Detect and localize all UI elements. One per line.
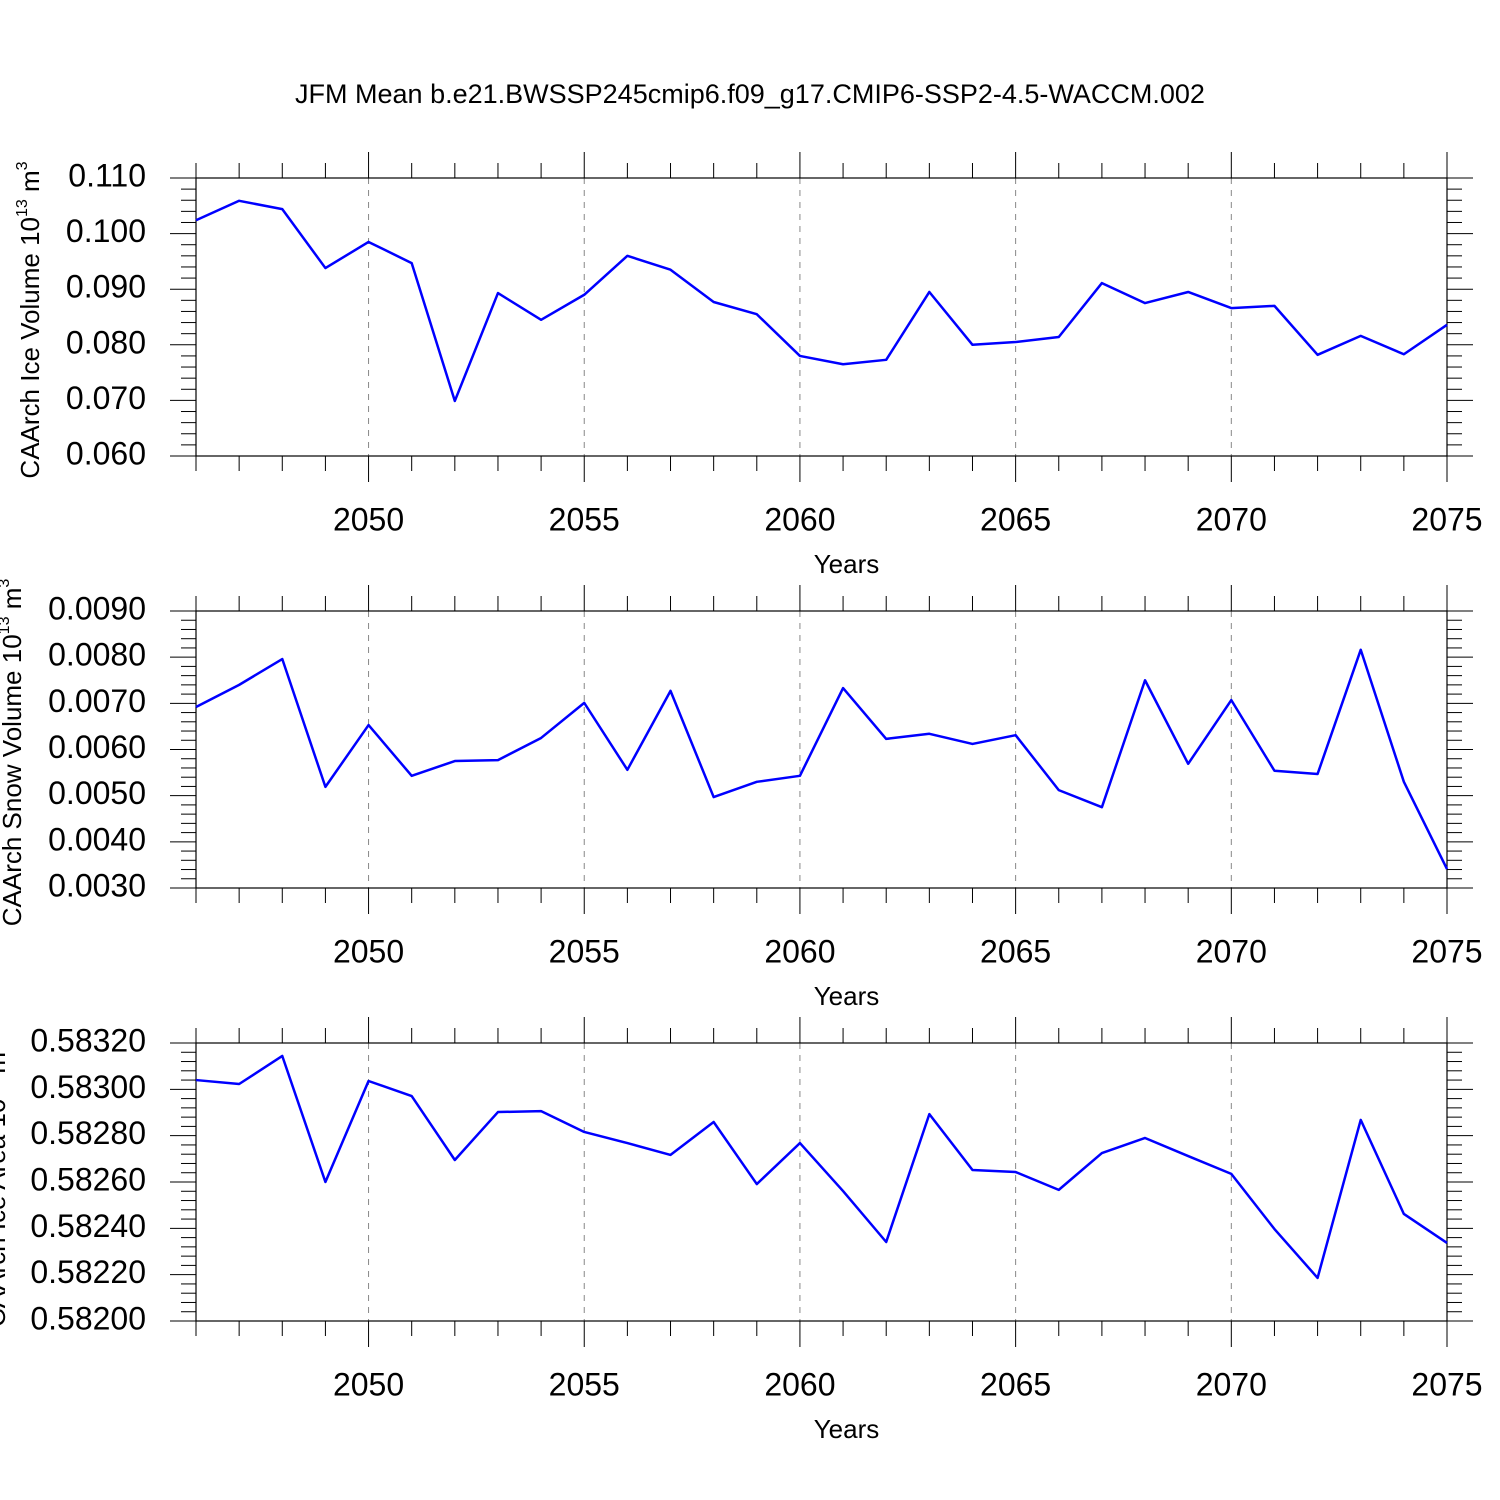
y-axis-title-exponent: 3 xyxy=(14,161,31,170)
x-tick-label: 2050 xyxy=(333,501,404,537)
y-tick-label: 0.0060 xyxy=(48,729,146,765)
y-axis-title-part: m xyxy=(15,170,45,199)
y-axis-title-exponent: 13 xyxy=(14,199,31,217)
y-axis-title-part: CAArch Ice Volume 10 xyxy=(15,217,45,479)
y-axis-title: CAArch Ice Area 1013 m2 xyxy=(0,1043,11,1327)
y-tick-label: 0.110 xyxy=(68,157,146,193)
plot-frame xyxy=(195,1042,1448,1322)
y-tick-label: 0.58320 xyxy=(30,1022,146,1058)
figure-title: JFM Mean b.e21.BWSSP245cmip6.f09_g17.CMI… xyxy=(295,79,1205,109)
x-tick-label: 2060 xyxy=(764,933,835,969)
y-axis-title-exponent: 13 xyxy=(0,616,13,634)
x-tick-label: 2070 xyxy=(1196,933,1267,969)
x-axis-title: Years xyxy=(814,549,880,579)
x-tick-label: 2070 xyxy=(1196,501,1267,537)
y-axis-title: CAArch Ice Volume 1013 m3 xyxy=(14,161,44,478)
plot-frame xyxy=(195,177,1448,457)
x-tick-label: 2070 xyxy=(1196,1366,1267,1402)
x-tick-label: 2075 xyxy=(1411,1366,1482,1402)
y-axis-title-part: CAArch Ice Area 10 xyxy=(0,1099,11,1327)
y-axis-title-exponent: 3 xyxy=(0,579,13,588)
x-tick-label: 2060 xyxy=(764,1366,835,1402)
y-tick-label: 0.070 xyxy=(66,380,146,416)
y-tick-label: 0.0090 xyxy=(48,590,146,626)
y-axis-title-part: m xyxy=(0,588,27,617)
x-tick-label: 2060 xyxy=(764,501,835,537)
y-axis-title: CAArch Snow Volume 1013 m3 xyxy=(0,579,27,927)
data-line xyxy=(195,199,1448,403)
x-axis-title: Years xyxy=(814,1414,880,1444)
x-tick-label: 2050 xyxy=(333,1366,404,1402)
plot-frame xyxy=(195,610,1448,889)
y-tick-label: 0.080 xyxy=(66,324,146,360)
y-tick-label: 0.58240 xyxy=(30,1208,146,1244)
y-tick-label: 0.0050 xyxy=(48,775,146,811)
y-tick-label: 0.0040 xyxy=(48,821,146,857)
y-tick-label: 0.060 xyxy=(66,435,146,471)
y-tick-label: 0.58260 xyxy=(30,1161,146,1197)
x-tick-label: 2065 xyxy=(980,1366,1051,1402)
x-axis-title: Years xyxy=(814,981,880,1011)
y-tick-label: 0.58280 xyxy=(30,1115,146,1151)
x-tick-label: 2065 xyxy=(980,933,1051,969)
data-line xyxy=(195,1054,1448,1280)
data-line xyxy=(195,648,1449,870)
x-tick-label: 2075 xyxy=(1411,501,1482,537)
x-tick-label: 2075 xyxy=(1411,933,1482,969)
x-tick-label: 2065 xyxy=(980,501,1051,537)
y-tick-label: 0.58300 xyxy=(30,1069,146,1105)
y-tick-label: 0.090 xyxy=(66,269,146,305)
y-tick-label: 0.0070 xyxy=(48,683,146,719)
y-tick-label: 0.0080 xyxy=(48,637,146,673)
x-tick-label: 2055 xyxy=(549,933,620,969)
y-tick-label: 0.0030 xyxy=(48,867,146,903)
y-tick-label: 0.100 xyxy=(66,213,146,249)
x-tick-label: 2055 xyxy=(549,1366,620,1402)
y-tick-label: 0.58220 xyxy=(30,1254,146,1290)
y-axis-title-part: m xyxy=(0,1052,11,1081)
x-tick-label: 2055 xyxy=(549,501,620,537)
y-tick-label: 0.58200 xyxy=(30,1300,146,1336)
x-tick-label: 2050 xyxy=(333,933,404,969)
y-axis-title-part: CAArch Snow Volume 10 xyxy=(0,634,27,926)
